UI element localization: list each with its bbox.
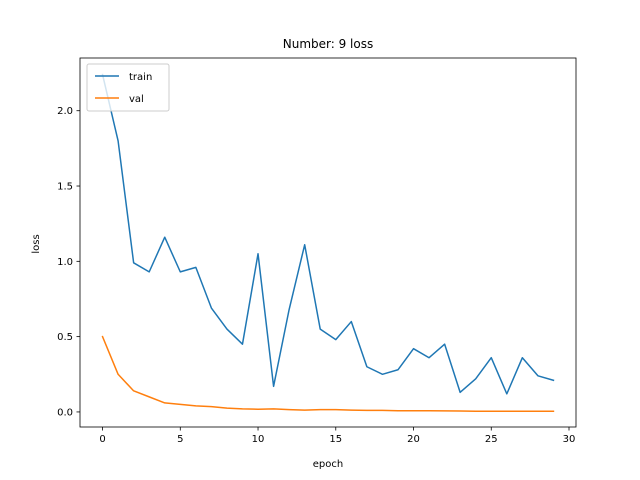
series-line-val: [101, 335, 555, 412]
chart-title: Number: 9 loss: [283, 37, 373, 51]
y-tick-label: 1.5: [57, 182, 73, 193]
legend-label-train: train: [129, 72, 152, 83]
x-tick-label: 15: [329, 434, 342, 445]
legend: train val: [86, 63, 170, 112]
x-tick-label: 30: [563, 434, 576, 445]
y-tick-label: 1.0: [57, 257, 73, 268]
x-tick-label: 20: [407, 434, 420, 445]
legend-box: [86, 63, 170, 112]
legend-label-val: val: [129, 94, 144, 105]
axes-frame: [79, 57, 577, 428]
y-tick-label: 0.0: [57, 407, 73, 418]
x-tick-label: 10: [252, 434, 265, 445]
y-axis-label: loss: [31, 234, 42, 253]
y-tick-label: 0.5: [57, 332, 73, 343]
y-tick-label: 2.0: [57, 106, 73, 117]
x-tick-label: 0: [99, 434, 105, 445]
plot-area: 0 5 10 15 20 25 30 0.0 0.5 1.0 1.5 2.0 train val: [57, 57, 577, 445]
x-axis-label: epoch: [313, 459, 343, 470]
x-tick-label: 5: [177, 434, 183, 445]
x-tick-label: 25: [485, 434, 498, 445]
series-line-train: [101, 73, 555, 395]
